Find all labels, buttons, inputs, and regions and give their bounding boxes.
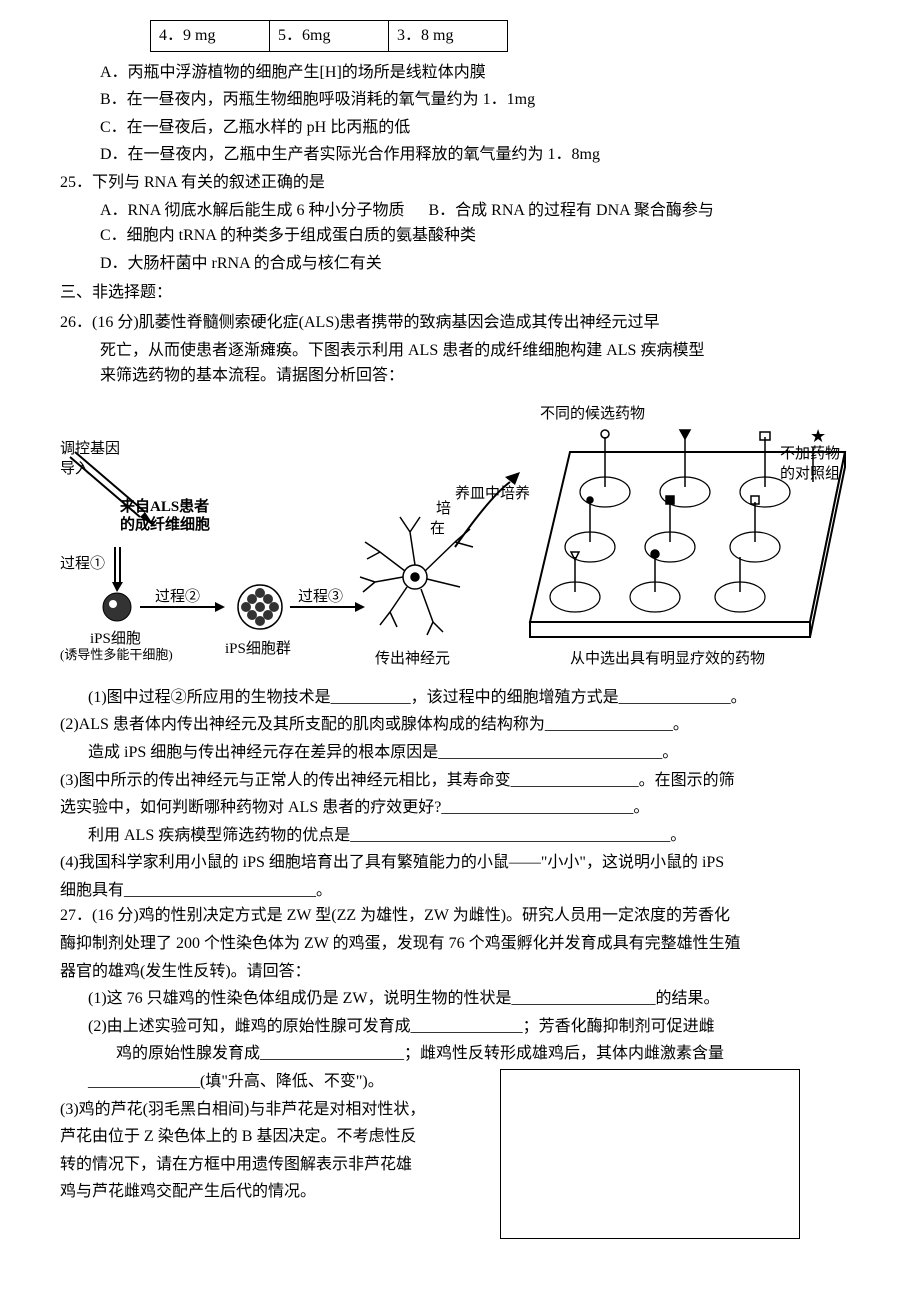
data-table-row: 4．9 mg 5．6mg 3．8 mg — [150, 20, 860, 52]
q26-stem-2: 死亡，从而使患者逐渐瘫痪。下图表示利用 ALS 患者的成纤维细胞构建 ALS 疾… — [100, 338, 860, 364]
table-cell-2: 3．8 mg — [388, 20, 508, 52]
label-guocheng1: 过程① — [60, 552, 105, 576]
label-ips-sub: (诱导性多能干细胞) — [60, 645, 173, 666]
q24-option-b: B．在一昼夜内，丙瓶生物细胞呼吸消耗的氧气量约为 1．1mg — [100, 87, 860, 113]
q27-sub3-4: 鸡与芦花雌鸡交配产生后代的情况。 — [60, 1179, 540, 1205]
q26-sub1: (1)图中过程②所应用的生物技术是__________，该过程中的细胞增殖方式是… — [88, 685, 860, 711]
q27-sub3-2: 芦花由位于 Z 染色体上的 B 基因决定。不考虑性反 — [60, 1124, 540, 1150]
q27-sub1: (1)这 76 只雄鸡的性染色体组成仍是 ZW，说明生物的性状是________… — [88, 986, 860, 1012]
label-yangmin: 养皿中培养 — [455, 482, 530, 506]
q25-row-ab: A．RNA 彻底水解后能生成 6 种小分子物质 B．合成 RNA 的过程有 DN… — [100, 198, 860, 224]
q24-option-c: C．在一昼夜后，乙瓶水样的 pH 比丙瓶的低 — [100, 115, 860, 141]
table-cell-0: 4．9 mg — [150, 20, 270, 52]
label-ips-group: iPS细胞群 — [225, 637, 291, 661]
q25-option-c: C．细胞内 tRNA 的种类多于组成蛋白质的氨基酸种类 — [100, 223, 860, 249]
q24-option-a: A．丙瓶中浮游植物的细胞产生[H]的场所是线粒体内膜 — [100, 60, 860, 86]
table-cell-1: 5．6mg — [269, 20, 389, 52]
q25-option-a: A．RNA 彻底水解后能生成 6 种小分子物质 — [100, 202, 404, 219]
q27-sub2-2: 鸡的原始性腺发育成__________________；雌鸡性反转形成雄鸡后，其… — [116, 1041, 860, 1067]
label-congzhong: 从中选出具有明显疗效的药物 — [570, 647, 765, 671]
q26-sub4-1: (4)我国科学家利用小鼠的 iPS 细胞培育出了具有繁殖能力的小鼠——"小小"，… — [60, 850, 860, 876]
label-chengxian: 的成纤维细胞 — [120, 513, 210, 537]
q27-sub2-1: (2)由上述实验可知，雌鸡的原始性腺可发育成______________；芳香化… — [88, 1014, 860, 1040]
q27-stem-3: 器官的雄鸡(发生性反转)。请回答： — [60, 959, 860, 985]
q27-stem-2: 酶抑制剂处理了 200 个性染色体为 ZW 的鸡蛋，发现有 76 个鸡蛋孵化并发… — [60, 931, 860, 957]
q27-sub3-3: 转的情况下，请在方框中用遗传图解表示非芦花雄 — [60, 1152, 540, 1178]
q27-bottom-section: ______________(填"升高、降低、不变")。 (3)鸡的芦花(羽毛黑… — [60, 1069, 860, 1205]
q26-stem-3: 来筛选药物的基本流程。请据图分析回答： — [100, 363, 860, 389]
q25-stem: 25．下列与 RNA 有关的叙述正确的是 — [60, 170, 860, 196]
q26-sub2-2: 造成 iPS 细胞与传出神经元存在差异的根本原因是_______________… — [88, 740, 860, 766]
q27-sub3-1: (3)鸡的芦花(羽毛黑白相间)与非芦花是对相对性状， — [60, 1097, 540, 1123]
q26-diagram: ★ 调控基因 导入 来自ALS患者 的成纤维细胞 过程① 过程② 过程③ iPS… — [60, 397, 860, 677]
q26-sub3-3: 利用 ALS 疾病模型筛选药物的优点是_____________________… — [88, 823, 860, 849]
answer-box — [500, 1069, 800, 1239]
q27-stem-1: 27．(16 分)鸡的性别决定方式是 ZW 型(ZZ 为雄性，ZW 为雌性)。研… — [60, 903, 860, 929]
q26-stem-1: 26．(16 分)肌萎性脊髓侧索硬化症(ALS)患者携带的致病基因会造成其传出神… — [60, 310, 860, 336]
label-daoru: 导入 — [60, 457, 90, 481]
q26-sub4-2: 细胞具有________________________。 — [60, 878, 860, 904]
q25-option-b: B．合成 RNA 的过程有 DNA 聚合酶参与 — [428, 202, 713, 219]
q26-sub3-2: 选实验中，如何判断哪种药物对 ALS 患者的疗效更好?_____________… — [60, 795, 860, 821]
label-butong: 不同的候选药物 — [540, 402, 645, 426]
label-zai: 在 — [430, 517, 445, 541]
q26-sub2-1: (2)ALS 患者体内传出神经元及其所支配的肌肉或腺体构成的结构称为______… — [60, 712, 860, 738]
q26-sub3-1: (3)图中所示的传出神经元与正常人的传出神经元相比，其寿命变__________… — [60, 768, 860, 794]
label-duizhao: 的对照组 — [780, 462, 840, 486]
q25-option-d: D．大肠杆菌中 rRNA 的合成与核仁有关 — [100, 251, 860, 277]
diagram-svg: ★ — [60, 397, 860, 677]
label-guocheng3: 过程③ — [298, 585, 343, 609]
q24-option-d: D．在一昼夜内，乙瓶中生产者实际光合作用释放的氧气量约为 1．8mg — [100, 142, 860, 168]
label-chuanchu: 传出神经元 — [375, 647, 450, 671]
label-guocheng2: 过程② — [155, 585, 200, 609]
section-3-title: 三、非选择题： — [60, 280, 860, 306]
